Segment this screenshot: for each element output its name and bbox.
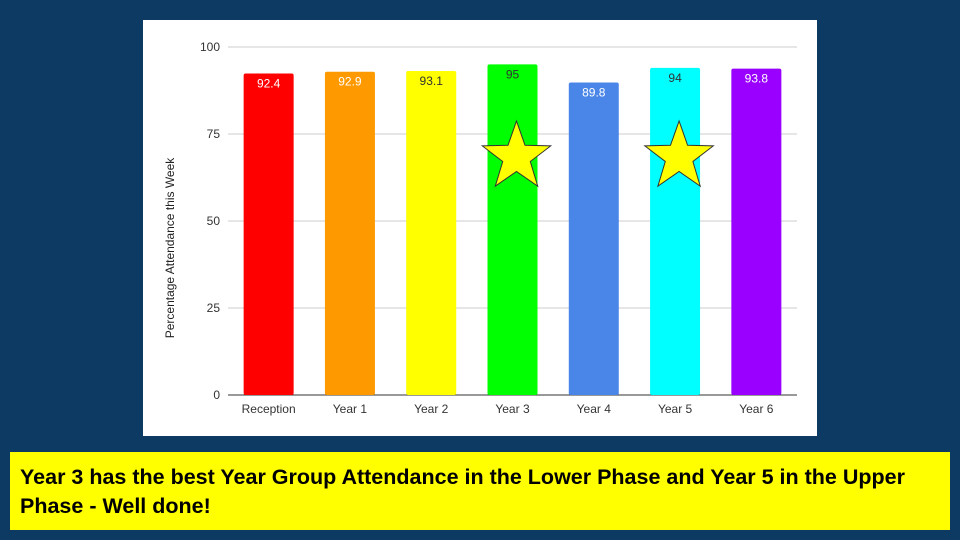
- bar: [487, 64, 538, 396]
- star-icon: [480, 119, 553, 188]
- data-label: 93.8: [745, 72, 769, 86]
- data-label: 95: [506, 67, 520, 81]
- x-axis-ticks: Reception Year 1 Year 2 Year 3 Year 4 Year 5 Y…: [242, 402, 774, 416]
- announcement-banner: Year 3 has the best Year Group Attendanc…: [10, 452, 950, 530]
- y-axis-ticks: 0 25 50 75 100: [200, 40, 220, 402]
- banner-text: Year 3 has the best Year Group Attendanc…: [20, 465, 905, 518]
- x-tick-label: Year 2: [414, 402, 449, 416]
- bar: [731, 68, 782, 396]
- bars: [243, 64, 782, 396]
- y-axis-label: Percentage Attendance this Week: [163, 157, 177, 339]
- data-label: 93.1: [420, 74, 444, 88]
- bar-chart: 0 25 50 75 100 92.4 92.9 93.1 95 89.8 94 93.8 Rece…: [163, 40, 797, 416]
- bar: [243, 73, 294, 395]
- y-tick-label: 75: [207, 127, 221, 141]
- bar: [650, 67, 701, 395]
- y-tick-label: 0: [213, 388, 220, 402]
- data-labels: 92.4 92.9 93.1 95 89.8 94 93.8: [257, 67, 768, 99]
- star-annotations: [480, 119, 715, 188]
- x-tick-label: Reception: [242, 402, 296, 416]
- bar: [406, 71, 457, 396]
- y-tick-label: 50: [207, 214, 221, 228]
- data-label: 92.9: [338, 75, 362, 89]
- x-tick-label: Year 6: [739, 402, 774, 416]
- bar: [568, 82, 619, 395]
- bar: [324, 71, 375, 395]
- x-tick-label: Year 1: [333, 402, 368, 416]
- chart-panel: 0 25 50 75 100 92.4 92.9 93.1 95 89.8 94 93.8 Rece…: [143, 20, 817, 436]
- data-label: 94: [668, 71, 682, 85]
- x-tick-label: Year 4: [577, 402, 612, 416]
- data-label: 89.8: [582, 85, 606, 99]
- star-icon: [643, 119, 715, 188]
- y-tick-label: 100: [200, 40, 220, 54]
- data-label: 92.4: [257, 76, 281, 90]
- y-tick-label: 25: [207, 301, 221, 315]
- x-tick-label: Year 5: [658, 402, 693, 416]
- x-tick-label: Year 3: [495, 402, 530, 416]
